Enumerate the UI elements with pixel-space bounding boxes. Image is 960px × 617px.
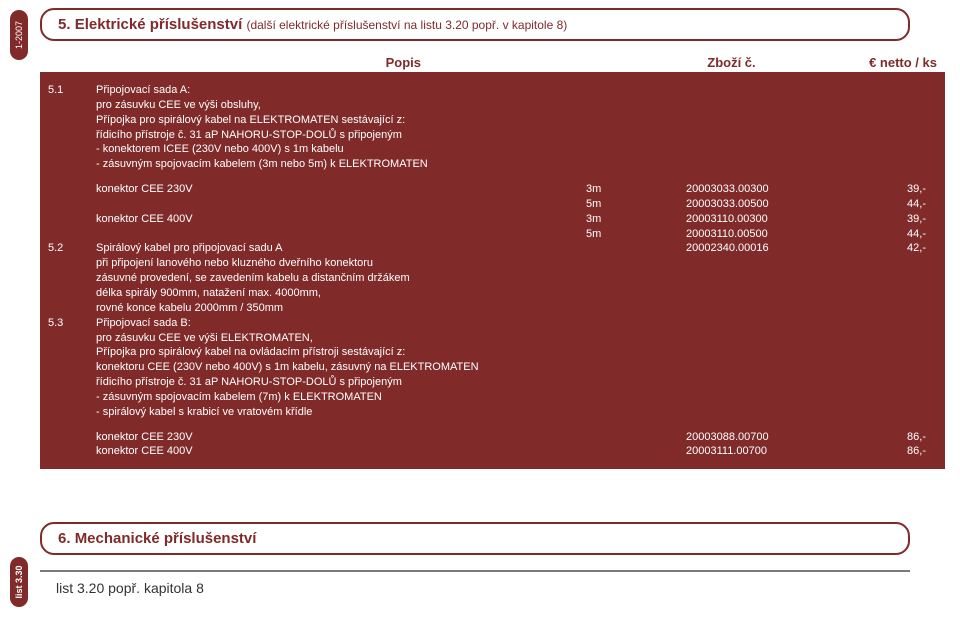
section-5-header: 5. Elektrické příslušenství (další elekt… [40, 8, 910, 41]
item-line: konektoru CEE (230V nebo 400V) s 1m kabe… [96, 360, 586, 375]
col-popis: Popis [378, 55, 708, 70]
column-headers: Popis Zboží č. € netto / ks [40, 55, 945, 70]
price-value: 42,- [836, 241, 926, 256]
page-badge-top: 1-2007 [10, 10, 28, 60]
price-label: konektor CEE 230V [96, 430, 586, 445]
price-row: konektor CEE 230V 3m 20003033.00300 39,- [48, 182, 937, 197]
section-6-title: Mechanické příslušenství [75, 530, 257, 547]
item-line: Přípojka pro spirálový kabel na ELEKTROM… [96, 113, 586, 128]
price-row: 5m 20003110.00500 44,- [48, 227, 937, 242]
section-6-header: 6. Mechanické příslušenství [40, 522, 910, 555]
item-5-1-header: 5.1 Připojovací sada A: [48, 83, 937, 98]
col-netto: € netto / ks [827, 55, 937, 70]
price-code: 20003111.00700 [686, 444, 836, 459]
price-row: 5m 20003033.00500 44,- [48, 197, 937, 212]
section-5-title: Elektrické příslušenství [75, 16, 243, 33]
item-line: zásuvné provedení, se zavedením kabelu a… [96, 271, 586, 286]
price-label [96, 227, 586, 242]
item-line: řídicího přístroje č. 31 aP NAHORU-STOP-… [96, 375, 586, 390]
item-line: - zásuvným spojovacím kabelem (3m nebo 5… [96, 157, 586, 172]
item-5-3-header: 5.3 Připojovací sada B: [48, 316, 937, 331]
col-zbozi: Zboží č. [707, 55, 827, 70]
page-badge-bottom-text: list 3.30 [14, 565, 24, 598]
price-value: 39,- [836, 182, 926, 197]
item-line: rovné konce kabelu 2000mm / 350mm [96, 301, 586, 316]
price-mid: 5m [586, 227, 686, 242]
price-table-body: 5.1 Připojovací sada A: pro zásuvku CEE … [40, 75, 945, 469]
item-num: 5.2 [48, 241, 96, 256]
price-label: konektor CEE 230V [96, 182, 586, 197]
footer-note: list 3.20 popř. kapitola 8 [56, 580, 204, 596]
section-6-wrap: 6. Mechanické příslušenství [40, 522, 945, 555]
price-label: konektor CEE 400V [96, 444, 586, 459]
price-value: 86,- [836, 430, 926, 445]
item-line: Spirálový kabel pro připojovací sadu A [96, 241, 586, 256]
item-line: pro zásuvku CEE ve výši ELEKTROMATEN, [96, 331, 586, 346]
price-value: 39,- [836, 212, 926, 227]
price-mid: 3m [586, 212, 686, 227]
item-line: - zásuvným spojovacím kabelem (7m) k ELE… [96, 390, 586, 405]
price-row: konektor CEE 400V 3m 20003110.00300 39,- [48, 212, 937, 227]
price-code: 20002340.00016 [686, 241, 836, 256]
price-value: 44,- [836, 227, 926, 242]
price-row: konektor CEE 230V 20003088.00700 86,- [48, 430, 937, 445]
item-line: - konektorem ICEE (230V nebo 400V) s 1m … [96, 142, 586, 157]
price-code: 20003033.00300 [686, 182, 836, 197]
item-line: délka spirály 900mm, natažení max. 4000m… [96, 286, 586, 301]
main-content: 5. Elektrické příslušenství (další elekt… [40, 8, 945, 469]
item-line: řídicího přístroje č. 31 aP NAHORU-STOP-… [96, 128, 586, 143]
page-badge-top-text: 1-2007 [14, 21, 24, 49]
price-label: konektor CEE 400V [96, 212, 586, 227]
item-5-2-header: 5.2 Spirálový kabel pro připojovací sadu… [48, 241, 937, 256]
item-num: 5.3 [48, 316, 96, 331]
page-badge-bottom: list 3.30 [10, 557, 28, 607]
price-code: 20003033.00500 [686, 197, 836, 212]
price-code: 20003110.00300 [686, 212, 836, 227]
item-line: Připojovací sada A: [96, 83, 586, 98]
item-line: při připojení lanového nebo kluzného dve… [96, 256, 586, 271]
price-mid: 3m [586, 182, 686, 197]
section-6-num: 6. [58, 530, 71, 547]
footer-divider [40, 570, 910, 572]
price-mid: 5m [586, 197, 686, 212]
section-5-subtitle: (další elektrické příslušenství na listu… [246, 18, 567, 32]
item-line: pro zásuvku CEE ve výši obsluhy, [96, 98, 586, 113]
item-num: 5.1 [48, 83, 96, 98]
item-line: Přípojka pro spirálový kabel na ovládací… [96, 345, 586, 360]
item-line: Připojovací sada B: [96, 316, 586, 331]
price-row: konektor CEE 400V 20003111.00700 86,- [48, 444, 937, 459]
price-code: 20003110.00500 [686, 227, 836, 242]
section-5-num: 5. [58, 16, 71, 33]
price-label [96, 197, 586, 212]
price-value: 86,- [836, 444, 926, 459]
item-line: - spirálový kabel s krabicí ve vratovém … [96, 405, 586, 420]
price-code: 20003088.00700 [686, 430, 836, 445]
price-value: 44,- [836, 197, 926, 212]
